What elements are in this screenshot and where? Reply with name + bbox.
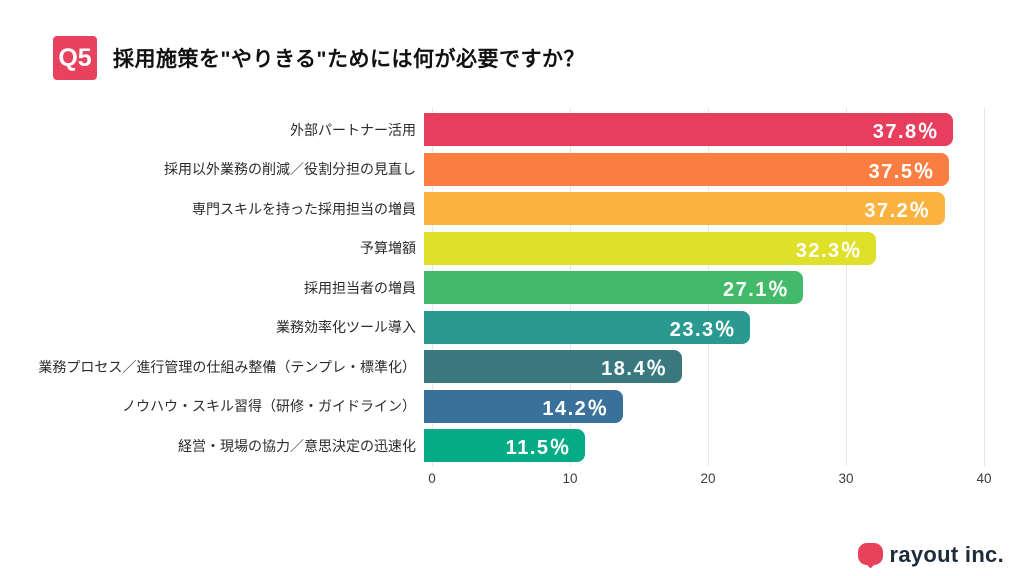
company-name: rayout inc.: [889, 542, 1004, 567]
bar: 37.8％: [424, 113, 954, 147]
x-axis-tick-label: 30: [838, 471, 854, 486]
bar-row: 予算増額 32.3％: [20, 229, 984, 269]
header: Q5 採用施策を"やりきる"ためには何が必要ですか？: [53, 36, 585, 80]
bar-track: 27.1％: [424, 271, 984, 305]
bar-row: 業務効率化ツール導入 23.3％: [20, 308, 984, 348]
bar-value-label: 37.8％: [872, 121, 940, 144]
bar-track: 37.8％: [424, 113, 984, 147]
bar: 32.3％: [424, 231, 877, 265]
logo-blob-shape: [858, 543, 884, 565]
bar-value-label: 32.3％: [795, 239, 863, 262]
bar-track: 37.5％: [424, 152, 984, 186]
bar-row: 専門スキルを持った採用担当の増員 37.2％: [20, 189, 984, 229]
bar-track: 14.2％: [424, 389, 984, 423]
company-logo: rayout inc.: [858, 542, 1004, 569]
bar-row: 採用担当者の増員 27.1％: [20, 268, 984, 308]
x-axis-tick-label: 10: [562, 471, 578, 486]
bar-category-label: 採用以外業務の削減／役割分担の見直し: [164, 161, 416, 178]
bar-category-label: 専門スキルを持った採用担当の増員: [192, 200, 416, 217]
bar-category-label: ノウハウ・スキル習得（研修・ガイドライン）: [122, 398, 416, 415]
bar-value-label: 18.4％: [601, 358, 668, 381]
bar-row: 業務プロセス／進行管理の仕組み整備（テンプレ・標準化） 18.4％: [20, 347, 984, 387]
bar: 18.4％: [424, 350, 682, 384]
rayout-logo-icon: [858, 543, 884, 569]
question-number-badge: Q5: [53, 36, 97, 80]
bar-category-label: 予算増額: [360, 240, 416, 257]
bar: 27.1％: [424, 271, 804, 305]
x-axis: 0 10 20 30 40: [428, 471, 991, 491]
x-axis-tick-label: 0: [428, 471, 436, 486]
bar-track: 18.4％: [424, 350, 984, 384]
bar-category-label: 業務効率化ツール導入: [276, 319, 416, 336]
x-axis-tick-label: 40: [976, 471, 992, 486]
bar-category-label: 経営・現場の協力／意思決定の迅速化: [178, 437, 416, 454]
bar-value-label: 23.3％: [669, 318, 737, 341]
bar-value-label: 37.5％: [868, 160, 935, 183]
bar-track: 23.3％: [424, 310, 984, 344]
bar-value-label: 27.1％: [722, 279, 790, 302]
bar: 37.2％: [424, 192, 945, 226]
bar-chart: 外部パートナー活用 37.8％ 採用以外業務の削減／役割分担の見直し 37.5％ 専門ス…: [20, 110, 984, 466]
bar-track: 32.3％: [424, 231, 984, 265]
bar-row: 経営・現場の協力／意思決定の迅速化 11.5％: [20, 426, 984, 466]
bar: 14.2％: [424, 389, 623, 423]
bar: 11.5％: [424, 429, 585, 463]
bar-category-label: 採用担当者の増員: [304, 279, 416, 296]
bar-track: 37.2％: [424, 192, 984, 226]
page-title: 採用施策を"やりきる"ためには何が必要ですか？: [113, 48, 585, 71]
bar-value-label: 37.2％: [864, 200, 931, 223]
x-axis-tick-label: 20: [700, 471, 716, 486]
bar-row: 採用以外業務の削減／役割分担の見直し 37.5％: [20, 150, 984, 190]
bar: 37.5％: [424, 152, 949, 186]
bar-category-label: 外部パートナー活用: [290, 121, 416, 138]
bar-category-label: 業務プロセス／進行管理の仕組み整備（テンプレ・標準化）: [38, 358, 416, 375]
gridline: [984, 108, 985, 466]
bar-row: 外部パートナー活用 37.8％: [20, 110, 984, 150]
bar-row: ノウハウ・スキル習得（研修・ガイドライン） 14.2％: [20, 387, 984, 427]
bar: 23.3％: [424, 310, 751, 344]
bar-track: 11.5％: [424, 429, 984, 463]
bar-value-label: 14.2％: [542, 397, 609, 420]
bar-value-label: 11.5％: [505, 437, 571, 460]
gridline: [846, 108, 847, 466]
